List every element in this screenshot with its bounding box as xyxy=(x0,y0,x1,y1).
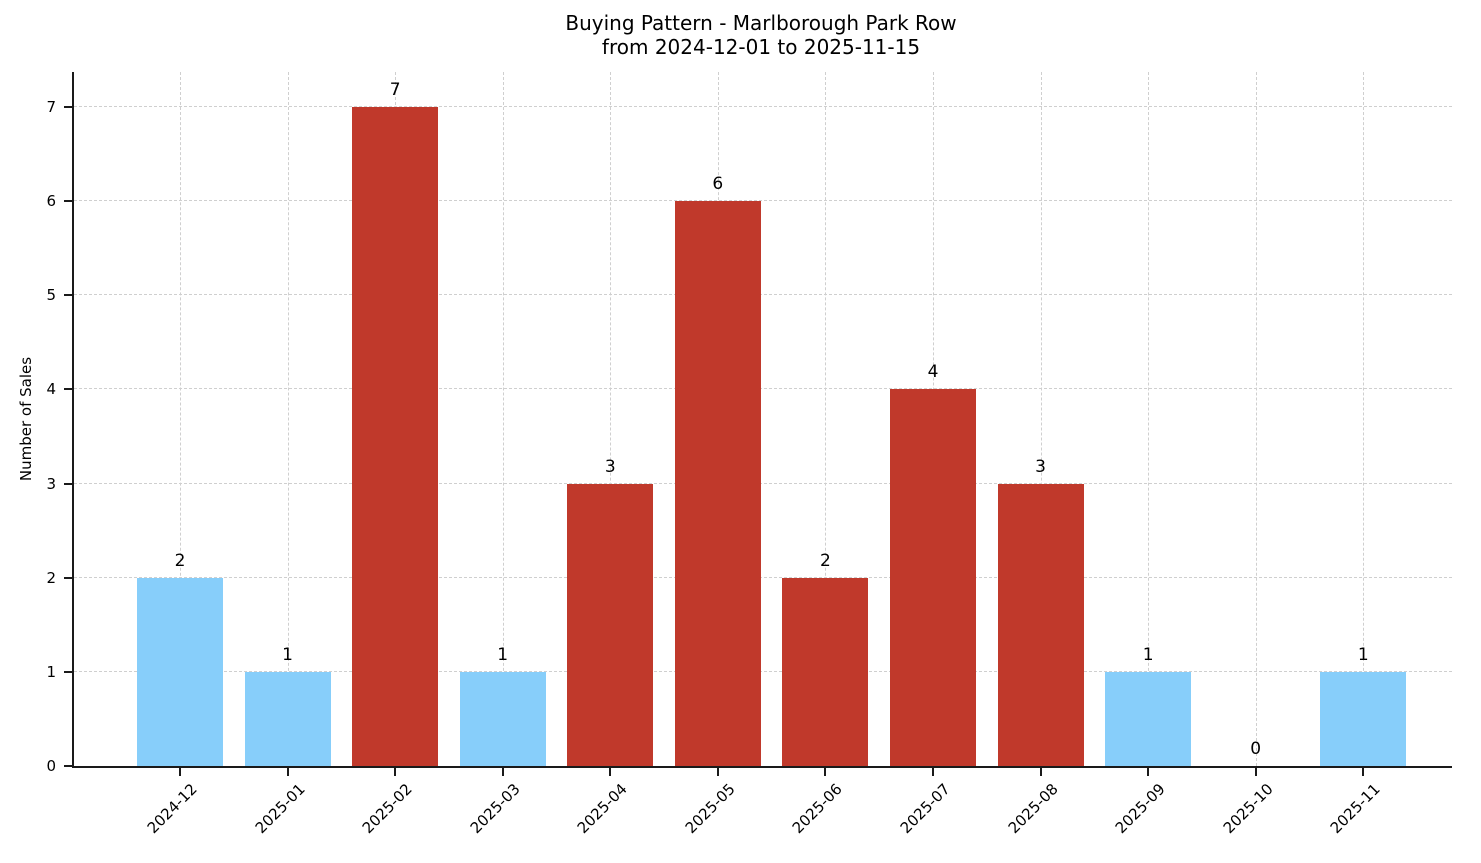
x-tick-label: 2025-11 xyxy=(1326,780,1384,838)
y-tick-mark xyxy=(64,388,72,391)
gridline-vertical xyxy=(502,72,504,766)
bar-value-label: 6 xyxy=(712,174,724,194)
bar-value-label: 1 xyxy=(1142,644,1154,665)
gridline-horizontal xyxy=(74,294,1452,296)
bar-value-label: 1 xyxy=(497,644,509,665)
bar-2025-04 xyxy=(567,483,654,766)
x-tick-mark xyxy=(1147,768,1150,776)
bar-2025-11 xyxy=(1320,671,1407,766)
x-tick-mark xyxy=(1362,768,1365,776)
x-tick-label: 2024-12 xyxy=(143,780,201,838)
x-tick-label: 2025-09 xyxy=(1111,780,1169,838)
y-tick-mark xyxy=(64,294,72,297)
x-tick-label: 2025-07 xyxy=(896,780,954,838)
gridline-vertical xyxy=(1255,72,1257,766)
x-tick-mark xyxy=(1039,768,1042,776)
bar-value-label: 3 xyxy=(1035,456,1046,477)
gridline-vertical xyxy=(610,72,612,766)
bar-2025-09 xyxy=(1105,671,1192,766)
x-tick-label: 2025-02 xyxy=(358,780,416,838)
bar-2024-12 xyxy=(137,577,223,766)
bar-value-label: 1 xyxy=(282,644,293,665)
x-tick-label: 2025-04 xyxy=(573,780,631,838)
bar-value-label: 7 xyxy=(389,79,401,100)
y-tick-mark xyxy=(64,765,72,767)
bar-value-label: 0 xyxy=(1250,739,1262,759)
y-tick-mark xyxy=(64,670,72,673)
gridline-horizontal xyxy=(74,200,1452,202)
x-tick-mark xyxy=(394,768,397,776)
y-tick-mark xyxy=(64,105,72,108)
bar-value-label: 2 xyxy=(819,550,831,571)
y-axis-label: Number of Sales xyxy=(17,356,35,482)
bar-2025-05 xyxy=(674,201,761,766)
bar-2025-06 xyxy=(782,577,869,766)
bar-value-label: 4 xyxy=(927,362,939,383)
x-tick-mark xyxy=(286,768,289,776)
chart-title-line2: from 2024-12-01 to 2025-11-15 xyxy=(601,35,921,60)
gridline-horizontal xyxy=(74,105,1452,107)
y-tick-label: 6 xyxy=(46,192,56,210)
y-tick-mark xyxy=(64,482,72,485)
y-tick-label: 1 xyxy=(46,662,56,681)
gridline-vertical xyxy=(1040,72,1042,766)
x-tick-mark xyxy=(609,768,612,776)
y-tick-label: 4 xyxy=(46,380,56,399)
y-tick-mark xyxy=(64,576,72,579)
x-tick-mark xyxy=(716,768,719,776)
x-tick-label: 2025-03 xyxy=(466,780,524,838)
y-tick-label: 5 xyxy=(46,286,56,305)
gridline-vertical xyxy=(825,72,827,766)
x-tick-label: 2025-05 xyxy=(681,780,739,838)
bar-2025-02 xyxy=(352,106,439,766)
chart-title: Buying Pattern - Marlborough Park Row fr… xyxy=(72,11,1450,60)
gridline-vertical xyxy=(180,72,181,766)
chart-title-line1: Buying Pattern - Marlborough Park Row xyxy=(565,11,957,35)
gridline-horizontal xyxy=(74,576,1452,578)
x-tick-mark xyxy=(931,768,934,776)
y-tick-label: 2 xyxy=(46,568,56,587)
bar-2025-07 xyxy=(889,389,976,766)
y-tick-label: 3 xyxy=(46,474,56,493)
x-tick-mark xyxy=(1254,768,1257,776)
bar-2025-08 xyxy=(997,483,1084,766)
x-tick-label: 2025-10 xyxy=(1219,780,1277,838)
gridline-vertical xyxy=(1363,72,1365,766)
gridline-horizontal xyxy=(74,388,1452,390)
y-tick-label: 0 xyxy=(46,757,56,775)
bar-value-label: 3 xyxy=(604,456,616,477)
gridline-vertical xyxy=(1148,72,1150,766)
bar-2025-01 xyxy=(244,671,331,766)
bar-2025-03 xyxy=(459,671,546,766)
bar-value-label: 2 xyxy=(174,550,186,571)
x-tick-label: 2025-08 xyxy=(1004,780,1062,838)
gridline-vertical xyxy=(287,72,289,766)
x-tick-mark xyxy=(824,768,827,776)
bar-value-label: 1 xyxy=(1357,644,1369,665)
gridline-horizontal xyxy=(74,670,1452,672)
x-tick-mark xyxy=(179,768,181,776)
y-tick-mark xyxy=(64,200,72,202)
y-tick-label: 7 xyxy=(46,97,56,116)
gridline-horizontal xyxy=(74,482,1452,484)
x-tick-label: 2025-01 xyxy=(251,780,309,838)
x-tick-label: 2025-06 xyxy=(789,780,847,838)
x-tick-mark xyxy=(501,768,504,776)
